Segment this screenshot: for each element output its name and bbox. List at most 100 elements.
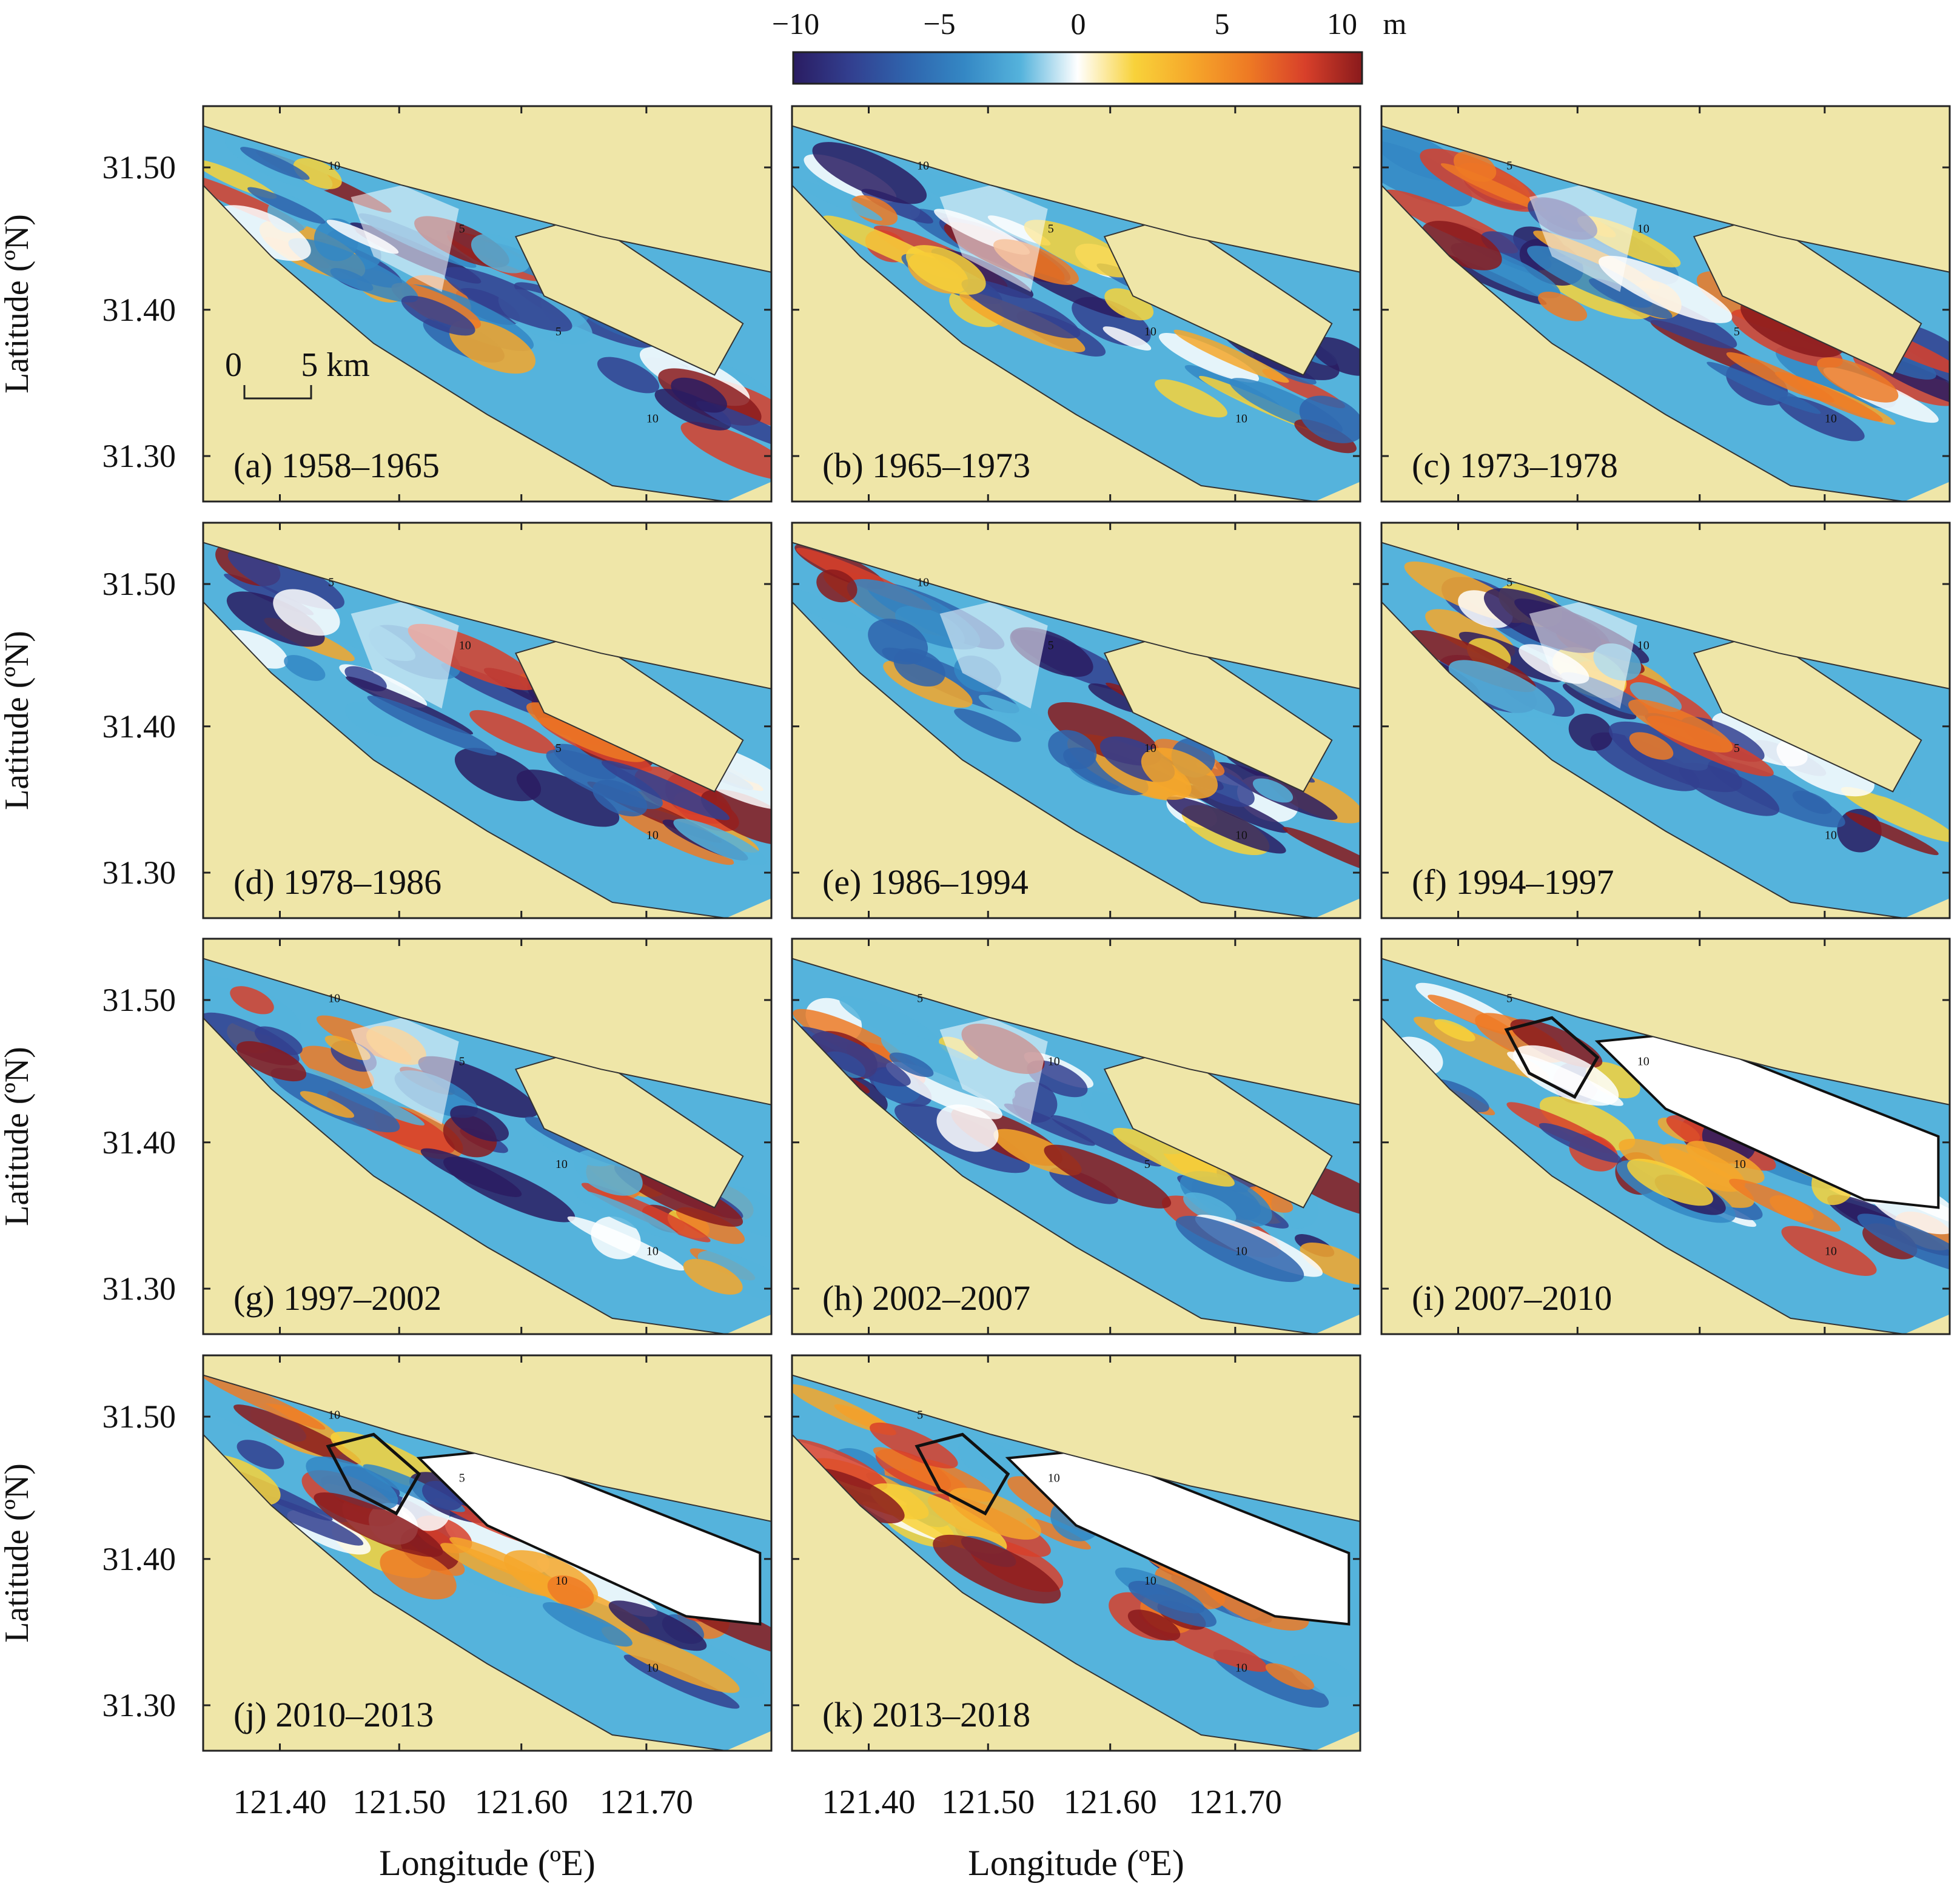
change-patch [380, 1548, 457, 1600]
change-patch [1453, 151, 1497, 182]
map-panel: 10 5 5 10 (a) 1958–1965 0 5 km [202, 105, 773, 503]
change-patch [1707, 361, 1821, 414]
panel-label: (e) 1986–1994 [822, 862, 1029, 902]
scale-bar-line [243, 385, 312, 400]
scale-bar-start: 0 [225, 346, 242, 384]
change-patch [273, 589, 340, 636]
island-shoal [1529, 185, 1637, 292]
change-patch [712, 1186, 771, 1238]
island-shoal [1529, 602, 1637, 709]
panel-frame [791, 105, 1361, 503]
contour-label: 10 [1235, 412, 1247, 426]
change-patch [227, 548, 344, 609]
change-patch [300, 1045, 374, 1089]
panel-frame [791, 522, 1361, 919]
north-bank [203, 523, 771, 690]
change-patch [886, 1061, 1002, 1119]
change-patch [1252, 778, 1294, 803]
change-patch [873, 1447, 968, 1494]
change-patch [1158, 333, 1260, 383]
panel-grid: 10 5 5 10 (a) 1958–1965 0 5 km 10 5 10 10 (b) 1965–… [202, 105, 1951, 1752]
contour-label: 10 [646, 412, 659, 426]
contour-label: 10 [328, 1408, 340, 1421]
contour-label: 10 [328, 159, 340, 172]
scale-bar: 0 5 km [225, 346, 370, 400]
contour-label: 10 [555, 1574, 568, 1588]
channel-layer: 10 5 10 10 [203, 939, 771, 1334]
change-patch [469, 710, 555, 754]
change-patch [203, 1371, 326, 1430]
change-patch [1283, 827, 1360, 877]
change-patch [792, 177, 883, 221]
change-patch [567, 1216, 685, 1271]
reclaimed-lobe [1504, 1016, 1600, 1099]
colorbar-tick-label: −5 [923, 7, 955, 41]
change-patch [1265, 1663, 1315, 1690]
change-patch [1841, 787, 1950, 842]
contour-label: 10 [1235, 1245, 1247, 1258]
change-patch [1510, 1019, 1603, 1068]
change-patch [1448, 660, 1555, 718]
change-patch [1538, 292, 1588, 321]
change-patch [673, 819, 767, 865]
panel-frame [202, 522, 773, 919]
change-patch [1629, 732, 1674, 760]
change-patch [623, 1654, 740, 1709]
change-patch [581, 1183, 711, 1243]
change-patch [1183, 1192, 1237, 1224]
panel-label: (f) 1994–1997 [1412, 862, 1614, 902]
change-patch [1247, 1186, 1294, 1213]
colorbar-tick-label: 5 [1215, 7, 1230, 41]
contour-label: 5 [1144, 1158, 1150, 1171]
change-patch [454, 748, 542, 802]
contour-label: 10 [646, 829, 659, 842]
south-bank [792, 184, 1315, 502]
colorbar-unit: m [1383, 7, 1407, 41]
contour-label: 10 [1235, 1662, 1247, 1675]
panel-frame [202, 105, 773, 503]
contour-label: 5 [555, 742, 562, 755]
y-tick-label: 31.40 [102, 1541, 176, 1577]
north-bank [792, 106, 1360, 273]
y-tick-label: 31.30 [102, 854, 176, 891]
change-patch [1180, 1171, 1272, 1227]
contour-label: 10 [328, 991, 340, 1005]
panel-frame [1380, 105, 1951, 503]
change-patch [344, 702, 403, 738]
panel-label: (g) 1997–2002 [233, 1278, 441, 1318]
change-patch [792, 1026, 911, 1087]
change-patch [247, 187, 326, 224]
channel-layer: 5 10 10 10 [792, 1355, 1360, 1751]
contour-label: 5 [1506, 991, 1512, 1005]
change-patch [1175, 1215, 1304, 1283]
change-patch [792, 1384, 896, 1435]
change-patch [1512, 1045, 1619, 1106]
change-patch [215, 205, 311, 261]
change-patch [1027, 1060, 1088, 1098]
change-patch [230, 986, 274, 1015]
x-tick-label: 121.40 [822, 1783, 915, 1821]
change-patch [443, 267, 572, 332]
contour-label: 5 [459, 1472, 465, 1485]
change-patch [700, 789, 771, 845]
change-patch [933, 1534, 1061, 1604]
change-patch [1299, 395, 1360, 443]
change-patch [1141, 748, 1218, 799]
contour-label: 5 [1048, 223, 1054, 236]
change-patch [654, 389, 731, 431]
island-shoal [351, 1018, 459, 1125]
contour-label: 10 [646, 1662, 659, 1675]
island-shoal [351, 602, 459, 709]
y-axis-title: Latitude (ºN) [0, 214, 36, 394]
channel-layer: 10 5 5 10 [203, 106, 771, 502]
change-patch [314, 1492, 443, 1557]
x-axis-title: Longitude (ºE) [379, 1843, 596, 1883]
change-patch [618, 810, 734, 865]
north-bank [203, 939, 771, 1106]
contour-label: 10 [1235, 829, 1247, 842]
x-tick-label: 121.40 [233, 1783, 326, 1821]
change-patch [1113, 1127, 1235, 1187]
change-patch [542, 1602, 633, 1647]
channel-layer: 10 5 10 10 [203, 1355, 771, 1751]
contour-label: 5 [555, 325, 562, 338]
